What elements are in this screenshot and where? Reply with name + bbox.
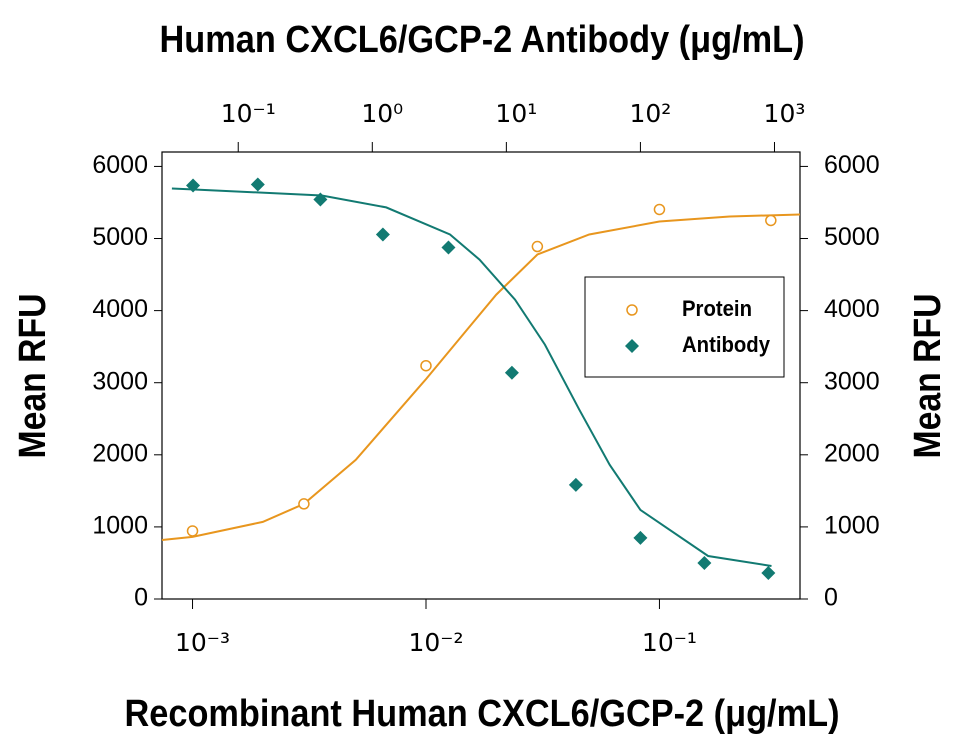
point: [531, 240, 544, 253]
plot-frame: [161, 151, 801, 600]
y2-tick-label: 1000: [824, 512, 880, 540]
y2-tick-label: 5000: [824, 223, 880, 251]
y2-tick-label: 3000: [824, 367, 880, 395]
x2-tick-label: 10²: [629, 99, 671, 128]
x2-tick-label: 10⁻¹: [221, 99, 276, 128]
point: [420, 359, 432, 372]
point: [633, 530, 648, 545]
legend-marker: [625, 339, 639, 353]
y-tick-label: 1000: [92, 512, 148, 540]
legend-marker: [626, 304, 638, 316]
y-tick-label: 4000: [92, 295, 148, 323]
y-tick-label: 5000: [92, 223, 148, 251]
y-axis-label: Mean RFU: [12, 294, 54, 459]
y-tick-label: 0: [134, 584, 148, 612]
y2-tick-label: 6000: [824, 151, 880, 179]
x-tick-label: 10⁻¹: [642, 628, 697, 657]
y2-tick-label: 0: [824, 584, 838, 612]
x-axis-label: Recombinant Human CXCL6/GCP-2 (μg/mL): [125, 693, 840, 735]
point: [568, 477, 583, 492]
legend-label: Protein: [682, 296, 752, 321]
x2-tick-label: 10¹: [495, 99, 537, 128]
x2-tick-label: 10³: [764, 99, 806, 128]
x-tick-label: 10⁻²: [408, 628, 463, 657]
legend-box: [584, 276, 785, 378]
y2-tick-label: 2000: [824, 439, 880, 467]
legend-label: Antibody: [682, 332, 771, 357]
y-tick-label: 6000: [92, 151, 148, 179]
point: [761, 565, 776, 580]
y-tick-label: 3000: [92, 367, 148, 395]
point: [186, 525, 199, 537]
point: [441, 240, 456, 255]
point: [375, 227, 390, 242]
point: [653, 203, 666, 216]
y-tick-label: 2000: [92, 439, 148, 467]
x2-axis-label: Human CXCL6/GCP-2 Antibody (μg/mL): [160, 19, 805, 61]
point: [250, 177, 265, 192]
point: [765, 214, 777, 227]
point: [313, 192, 328, 207]
y2-tick-label: 4000: [824, 295, 880, 323]
point: [504, 365, 519, 380]
x2-tick-label: 10⁰: [361, 99, 403, 128]
fit-curve: [161, 213, 801, 541]
point: [186, 178, 201, 193]
x-tick-label: 10⁻³: [175, 628, 230, 657]
point: [697, 555, 712, 570]
y2-axis-label: Mean RFU: [907, 294, 949, 459]
point: [298, 498, 310, 510]
